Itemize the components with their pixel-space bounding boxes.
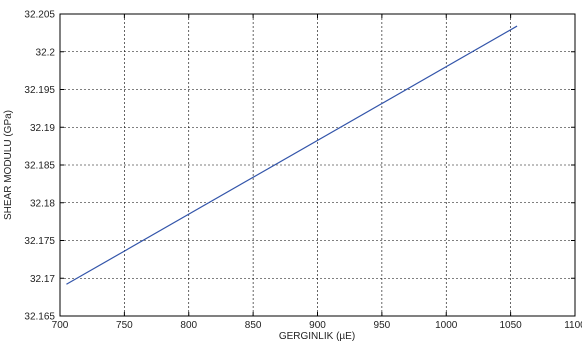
y-tick-label: 32.195 bbox=[24, 85, 55, 96]
series-group bbox=[66, 25, 518, 285]
x-tick-label: 850 bbox=[245, 320, 262, 331]
y-tick-label: 32.165 bbox=[24, 312, 55, 323]
y-tick-label: 32.19 bbox=[30, 123, 55, 134]
y-tick-label: 32.205 bbox=[24, 10, 55, 21]
x-tick-label: 800 bbox=[180, 320, 197, 331]
series-line bbox=[66, 25, 518, 285]
x-tick-label: 900 bbox=[309, 320, 326, 331]
y-tick-label: 32.17 bbox=[30, 274, 55, 285]
grid-lines bbox=[60, 14, 575, 316]
x-axis-tick-labels: 700 750 800 850 900 950 1000 1050 1100 bbox=[52, 320, 582, 331]
x-tick-label: 700 bbox=[52, 320, 69, 331]
x-axis-label: GERGINLIK (µE) bbox=[279, 331, 355, 342]
x-tick-label: 1050 bbox=[500, 320, 523, 331]
y-tick-label: 32.185 bbox=[24, 161, 55, 172]
y-tick-label: 32.175 bbox=[24, 236, 55, 247]
x-tick-label: 1000 bbox=[435, 320, 458, 331]
y-tick-label: 32.18 bbox=[30, 198, 55, 209]
x-tick-label: 950 bbox=[374, 320, 391, 331]
axis-ticks bbox=[59, 13, 576, 317]
y-tick-label: 32.2 bbox=[36, 47, 56, 58]
y-axis-label: SHEAR MODULU (GPa) bbox=[3, 110, 14, 220]
x-tick-label: 1100 bbox=[564, 320, 582, 331]
x-tick-label: 750 bbox=[116, 320, 133, 331]
y-axis-tick-labels: 32.165 32.17 32.175 32.18 32.185 32.19 32.195 3… bbox=[24, 10, 55, 323]
